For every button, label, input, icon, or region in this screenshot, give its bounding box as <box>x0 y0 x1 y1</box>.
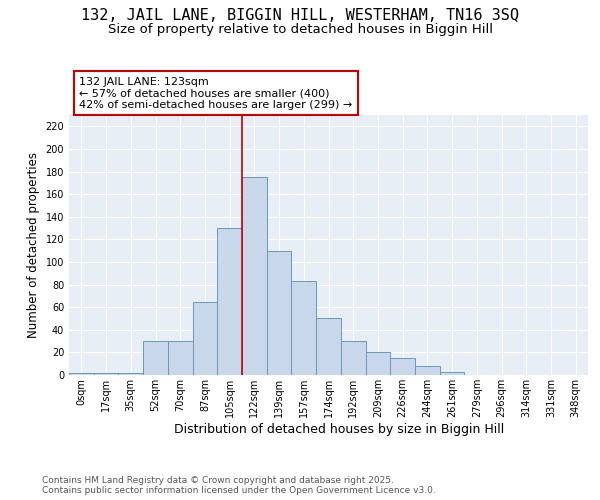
Bar <box>267 250 292 375</box>
Bar <box>143 341 168 375</box>
Bar <box>242 177 267 375</box>
Bar <box>440 372 464 375</box>
Bar <box>69 372 94 375</box>
Bar <box>168 341 193 375</box>
Bar <box>415 366 440 375</box>
Text: 132 JAIL LANE: 123sqm
← 57% of detached houses are smaller (400)
42% of semi-det: 132 JAIL LANE: 123sqm ← 57% of detached … <box>79 76 353 110</box>
Text: Contains HM Land Registry data © Crown copyright and database right 2025.
Contai: Contains HM Land Registry data © Crown c… <box>42 476 436 495</box>
Bar <box>365 352 390 375</box>
Bar <box>292 281 316 375</box>
Text: Size of property relative to detached houses in Biggin Hill: Size of property relative to detached ho… <box>107 22 493 36</box>
Bar <box>94 372 118 375</box>
Text: 132, JAIL LANE, BIGGIN HILL, WESTERHAM, TN16 3SQ: 132, JAIL LANE, BIGGIN HILL, WESTERHAM, … <box>81 8 519 22</box>
Y-axis label: Number of detached properties: Number of detached properties <box>27 152 40 338</box>
Bar <box>390 358 415 375</box>
Bar <box>341 341 365 375</box>
Bar <box>118 372 143 375</box>
Bar <box>193 302 217 375</box>
Bar <box>316 318 341 375</box>
Text: Distribution of detached houses by size in Biggin Hill: Distribution of detached houses by size … <box>174 422 504 436</box>
Bar <box>217 228 242 375</box>
